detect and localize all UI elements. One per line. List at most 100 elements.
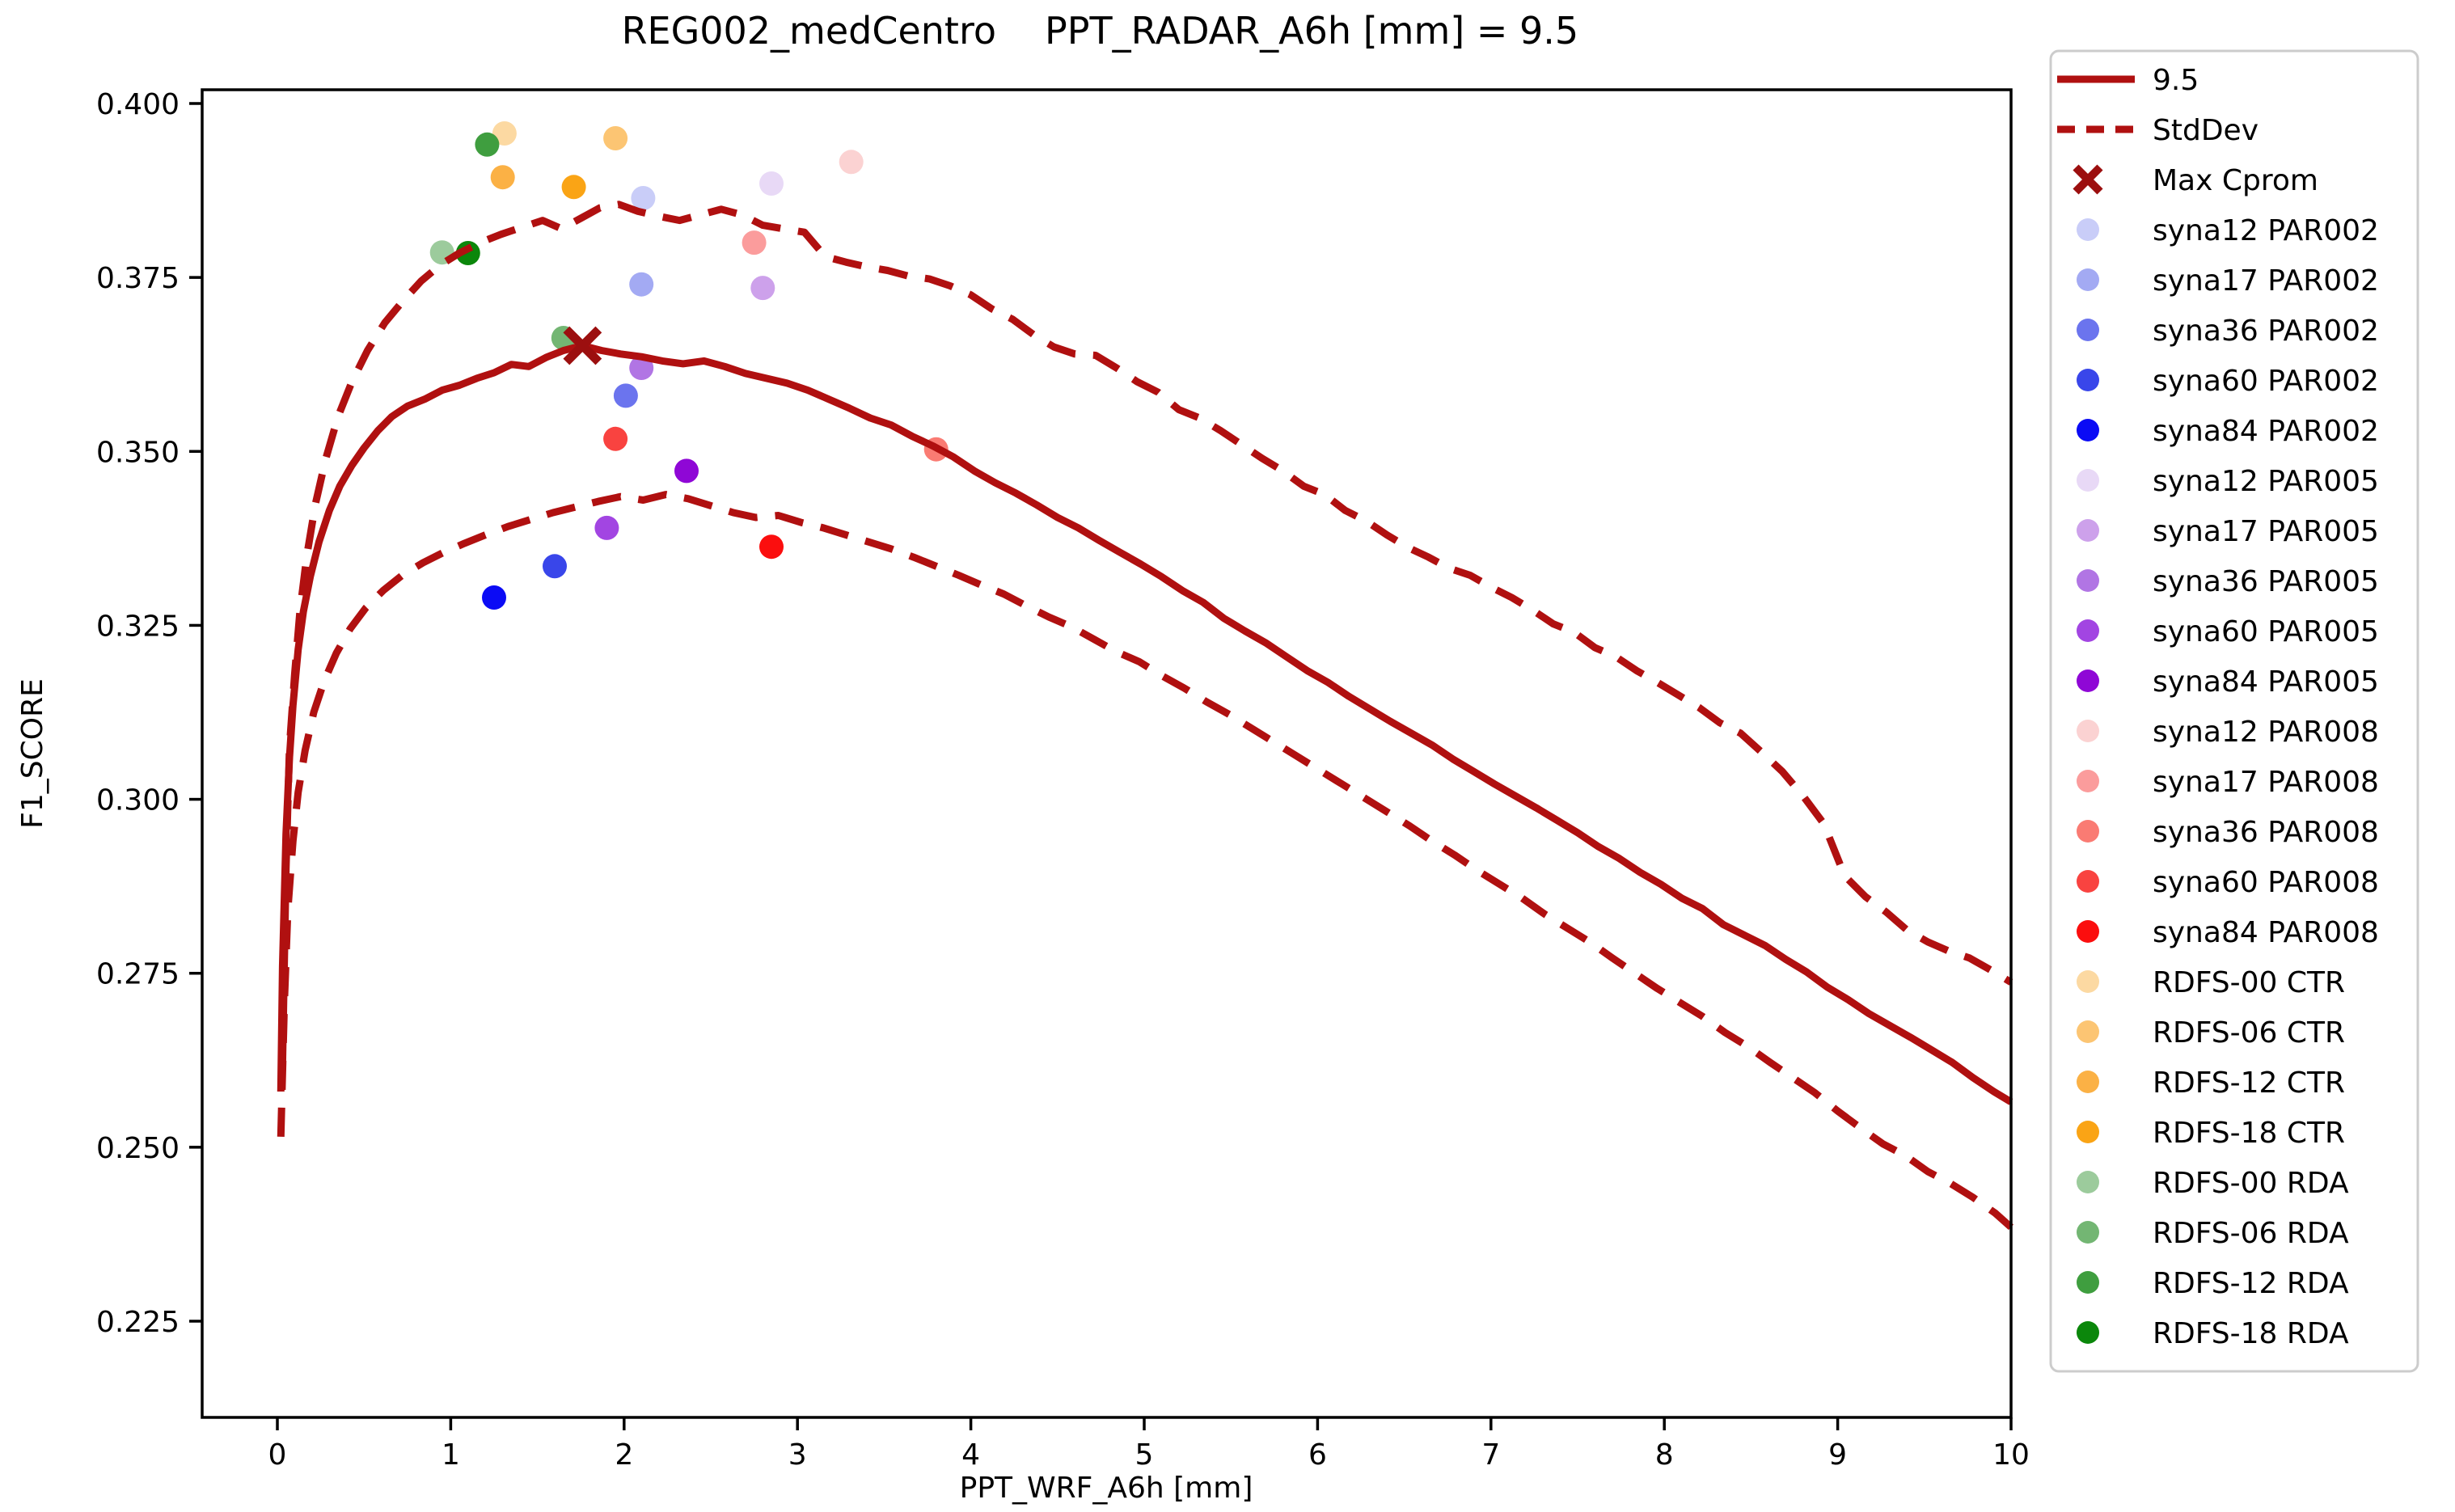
scatter-dot-syna84-PAR008 (759, 534, 784, 560)
legend-entry-RDFS-18-RDA: RDFS-18 RDA (2077, 1317, 2349, 1350)
legend-entry-RDFS-06-CTR: RDFS-06 CTR (2077, 1016, 2345, 1050)
max-cprom-marker (563, 326, 602, 365)
legend-entry-syna12-PAR005: syna12 PAR005 (2077, 465, 2379, 498)
scatter-dot-syna36-PAR002 (613, 383, 638, 408)
legend-entry-RDFS-06-RDA: RDFS-06 RDA (2077, 1217, 2349, 1250)
main-curve (277, 342, 2013, 1105)
legend-dot-icon (2077, 870, 2099, 893)
scatter-dot-syna12-PAR002 (631, 186, 656, 210)
y-axis-label: F1_SCORE (16, 678, 49, 829)
legend-entry-syna60-PAR008: syna60 PAR008 (2077, 866, 2379, 899)
legend-dot-icon (2077, 319, 2099, 341)
legend-entry-syna36-PAR008: syna36 PAR008 (2077, 816, 2379, 849)
legend-entry-syna36-PAR002: syna36 PAR002 (2077, 315, 2379, 348)
legend-dot-icon (2077, 519, 2099, 542)
legend-box (2049, 49, 2419, 1373)
legend-entry-syna36-PAR005: syna36 PAR005 (2077, 565, 2379, 598)
legend-entry-syna17-PAR008: syna17 PAR008 (2077, 766, 2379, 799)
scatter-dot-syna17-PAR008 (742, 230, 767, 256)
y-tick-label: 0.300 (96, 784, 180, 817)
legend-dot-icon (2077, 720, 2099, 742)
legend-entry-label: StdDev (2153, 114, 2259, 147)
legend-entry-label: syna60 PAR005 (2153, 615, 2379, 648)
scatter-dot-RDFS-18-CTR (561, 175, 586, 200)
legend-dot-icon (2077, 619, 2099, 642)
legend-entry-label: RDFS-06 CTR (2153, 1016, 2345, 1050)
legend-entry-label: syna36 PAR008 (2153, 816, 2379, 849)
y-tick-label: 0.275 (96, 958, 180, 991)
legend-dot-icon (2077, 218, 2099, 241)
legend-entry-label: RDFS-12 RDA (2153, 1267, 2349, 1300)
scatter-dot-syna84-PAR002 (482, 585, 506, 610)
legend-entry-label: syna84 PAR005 (2153, 665, 2379, 699)
legend-dot-icon (2077, 970, 2099, 993)
scatter-dot-syna60-PAR008 (603, 426, 628, 451)
scatter-dot-RDFS-12-RDA (475, 132, 500, 157)
legend-entry-label: RDFS-06 RDA (2153, 1217, 2349, 1250)
x-tick-label: 2 (615, 1438, 633, 1472)
scatter-dot-syna12-PAR008 (839, 150, 864, 175)
legend-dot-icon (2077, 920, 2099, 943)
x-tick-label: 0 (268, 1438, 287, 1472)
legend-entry-label: syna12 PAR002 (2153, 214, 2379, 247)
x-tick-label: 9 (1828, 1438, 1847, 1472)
legend-dot-icon (2077, 1321, 2099, 1344)
legend-dot-icon (2077, 419, 2099, 441)
scatter-dot-RDFS-12-CTR (490, 165, 515, 190)
scatter-dot-syna17-PAR005 (750, 276, 775, 301)
x-tick-label: 10 (1992, 1438, 2030, 1472)
y-tick-label: 0.350 (96, 436, 180, 469)
legend-entry-label: syna60 PAR008 (2153, 866, 2379, 899)
legend-entry-syna17-PAR002: syna17 PAR002 (2077, 264, 2379, 298)
legend-entry-label: RDFS-00 RDA (2153, 1167, 2349, 1200)
legend-entry-RDFS-12-RDA: RDFS-12 RDA (2077, 1267, 2349, 1300)
scatter-dot-syna60-PAR005 (594, 515, 619, 540)
y-tick-label: 0.325 (96, 610, 180, 643)
legend-entry-label: RDFS-18 CTR (2153, 1117, 2345, 1150)
legend-dot-icon (2077, 268, 2099, 291)
legend-entry-RDFS-18-CTR: RDFS-18 CTR (2077, 1117, 2345, 1150)
scatter-dot-syna36-PAR005 (629, 356, 654, 380)
legend-entry-syna12-PAR002: syna12 PAR002 (2077, 214, 2379, 247)
legend-dot-icon (2077, 669, 2099, 692)
x-tick-label: 3 (788, 1438, 807, 1472)
legend-entry-RDFS-12-CTR: RDFS-12 CTR (2077, 1066, 2345, 1100)
legend-dot-icon (2077, 1071, 2099, 1093)
scatter-dot-RDFS-06-CTR (603, 126, 628, 150)
legend-x-icon (2073, 164, 2103, 195)
x-tick-label: 7 (1481, 1438, 1500, 1472)
legend-dot-icon (2077, 1271, 2099, 1294)
legend-entry-label: syna84 PAR002 (2153, 415, 2379, 448)
legend-entry-label: RDFS-12 CTR (2153, 1066, 2345, 1100)
legend-entry-label: Max Cprom (2153, 164, 2318, 197)
stddev-lower-curve (277, 491, 2013, 1231)
scatter-dot-RDFS-18-RDA (455, 241, 480, 265)
legend-entry-StdDev: StdDev (2057, 114, 2259, 147)
legend-entry-label: syna17 PAR005 (2153, 515, 2379, 548)
chart-title-left: REG002_medCentro (622, 9, 996, 53)
legend-dot-icon (2077, 569, 2099, 592)
legend-entry-label: syna17 PAR008 (2153, 766, 2379, 799)
legend-dot-icon (2077, 820, 2099, 843)
stddev-upper-curve (278, 201, 2013, 1064)
legend-dot-icon (2077, 1121, 2099, 1143)
legend-entry-syna84-PAR005: syna84 PAR005 (2077, 665, 2379, 699)
legend-entry-RDFS-00-RDA: RDFS-00 RDA (2077, 1167, 2349, 1200)
plot-border (201, 88, 2013, 1419)
x-tick-label: 1 (442, 1438, 460, 1472)
x-tick-label: 6 (1308, 1438, 1327, 1472)
legend-entry-syna84-PAR008: syna84 PAR008 (2077, 916, 2379, 949)
legend-entry-9.5: 9.5 (2057, 64, 2199, 97)
legend-dot-icon (2077, 469, 2099, 492)
legend-entry-Max-Cprom: Max Cprom (2073, 164, 2318, 197)
legend-entry-label: syna36 PAR005 (2153, 565, 2379, 598)
legend-entry-syna60-PAR002: syna60 PAR002 (2077, 365, 2379, 398)
legend-entry-label: syna84 PAR008 (2153, 916, 2379, 949)
scatter-dot-syna12-PAR005 (759, 171, 784, 196)
legend-entry-syna17-PAR005: syna17 PAR005 (2077, 515, 2379, 548)
scatter-dot-syna84-PAR005 (674, 458, 699, 484)
legend-entry-label: syna12 PAR008 (2153, 716, 2379, 749)
legend-dot-icon (2077, 1171, 2099, 1193)
